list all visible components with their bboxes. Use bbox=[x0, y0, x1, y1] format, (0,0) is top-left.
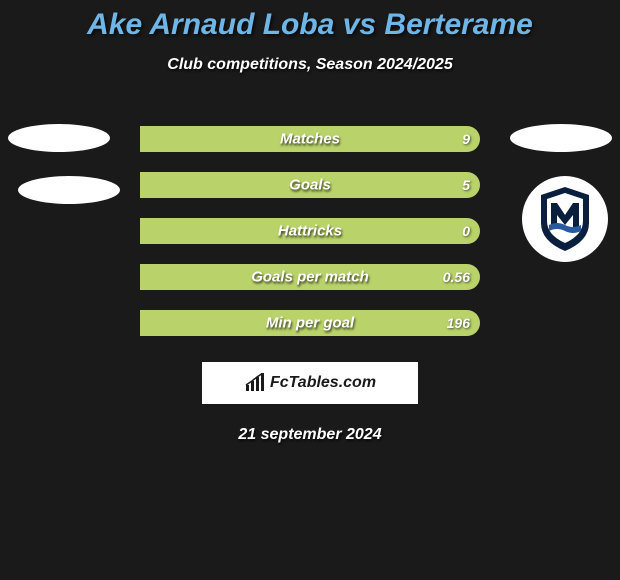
watermark: FcTables.com bbox=[202, 362, 418, 404]
stat-value-right: 196 bbox=[447, 315, 470, 331]
comparison-infographic: Ake Arnaud Loba vs Berterame Club compet… bbox=[0, 0, 620, 444]
stats-list: Matches 9 Goals 5 Hattricks 0 bbox=[0, 116, 620, 346]
stat-label: Min per goal bbox=[266, 315, 354, 332]
barchart-icon bbox=[244, 373, 266, 393]
stat-label: Goals per match bbox=[251, 269, 369, 286]
stat-bar: Hattricks 0 bbox=[140, 218, 480, 244]
watermark-text: FcTables.com bbox=[270, 374, 376, 392]
stat-bar: Goals per match 0.56 bbox=[140, 264, 480, 290]
stat-row: Hattricks 0 bbox=[0, 208, 620, 254]
stat-value-right: 5 bbox=[462, 177, 470, 193]
stat-row: Goals 5 bbox=[0, 162, 620, 208]
stat-label: Hattricks bbox=[278, 223, 342, 240]
stat-bar: Goals 5 bbox=[140, 172, 480, 198]
stat-bar: Matches 9 bbox=[140, 126, 480, 152]
stat-bar: Min per goal 196 bbox=[140, 310, 480, 336]
page-title: Ake Arnaud Loba vs Berterame bbox=[0, 8, 620, 42]
stat-value-right: 0 bbox=[462, 223, 470, 239]
stat-value-right: 9 bbox=[462, 131, 470, 147]
stat-value-right: 0.56 bbox=[443, 269, 470, 285]
stat-row: Min per goal 196 bbox=[0, 300, 620, 346]
stat-label: Goals bbox=[289, 177, 331, 194]
stat-row: Matches 9 bbox=[0, 116, 620, 162]
date-label: 21 september 2024 bbox=[0, 426, 620, 444]
subtitle: Club competitions, Season 2024/2025 bbox=[0, 56, 620, 74]
stat-label: Matches bbox=[280, 131, 340, 148]
stat-row: Goals per match 0.56 bbox=[0, 254, 620, 300]
